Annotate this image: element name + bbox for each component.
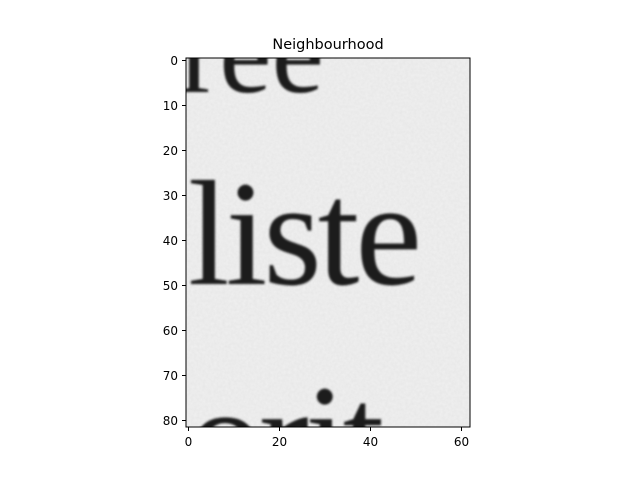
text-row-bottom: orit bbox=[188, 355, 384, 480]
y-tick-label: 80 bbox=[163, 414, 178, 428]
plot-title: Neighbourhood bbox=[272, 37, 383, 53]
y-tick-label: 30 bbox=[163, 189, 178, 203]
y-tick-label: 20 bbox=[163, 144, 178, 158]
y-tick-label: 50 bbox=[163, 279, 178, 293]
x-tick-label: 20 bbox=[272, 435, 287, 449]
x-tick-label: 60 bbox=[454, 435, 469, 449]
axes-frame bbox=[185, 57, 471, 428]
text-row-top: ree bbox=[180, 0, 324, 118]
x-tick-label: 40 bbox=[363, 435, 378, 449]
x-tick-label: 0 bbox=[185, 435, 193, 449]
x-axis bbox=[188, 427, 462, 431]
y-tick-label: 40 bbox=[163, 234, 178, 248]
y-tick-label: 10 bbox=[163, 99, 178, 113]
text-row-middle: liste bbox=[188, 151, 418, 317]
y-axis bbox=[182, 60, 186, 421]
y-tick-label: 60 bbox=[163, 324, 178, 338]
image-area: ree liste orit bbox=[180, 0, 470, 480]
y-tick-label: 70 bbox=[163, 369, 178, 383]
y-tick-label: 0 bbox=[170, 54, 178, 68]
